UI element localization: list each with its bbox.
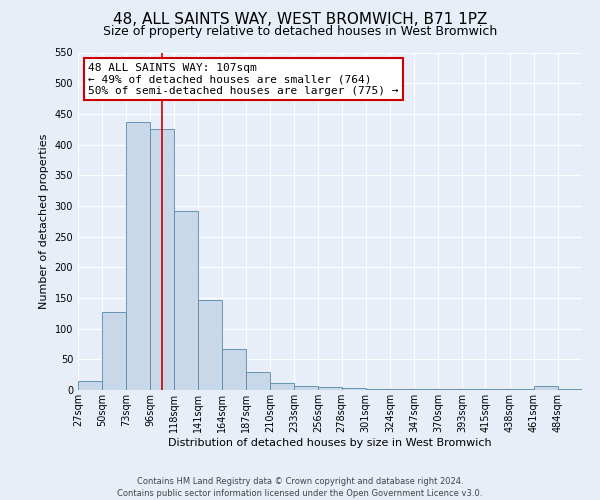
Bar [173, 212, 198, 390]
Bar [534, 386, 558, 390]
Bar [127, 122, 151, 390]
Bar [151, 129, 173, 390]
Text: 48 ALL SAINTS WAY: 107sqm
← 49% of detached houses are smaller (764)
50% of semi: 48 ALL SAINTS WAY: 107sqm ← 49% of detac… [88, 62, 398, 96]
Text: Contains HM Land Registry data © Crown copyright and database right 2024.
Contai: Contains HM Land Registry data © Crown c… [118, 476, 482, 498]
Y-axis label: Number of detached properties: Number of detached properties [39, 134, 49, 309]
Bar [270, 382, 294, 390]
Bar [102, 312, 127, 390]
Bar [341, 388, 366, 390]
Bar [319, 387, 341, 390]
Bar [198, 300, 222, 390]
X-axis label: Distribution of detached houses by size in West Bromwich: Distribution of detached houses by size … [168, 438, 492, 448]
Bar [222, 349, 246, 390]
Text: 48, ALL SAINTS WAY, WEST BROMWICH, B71 1PZ: 48, ALL SAINTS WAY, WEST BROMWICH, B71 1… [113, 12, 487, 28]
Bar [295, 386, 319, 390]
Text: Size of property relative to detached houses in West Bromwich: Size of property relative to detached ho… [103, 25, 497, 38]
Bar [78, 381, 102, 390]
Bar [246, 372, 270, 390]
